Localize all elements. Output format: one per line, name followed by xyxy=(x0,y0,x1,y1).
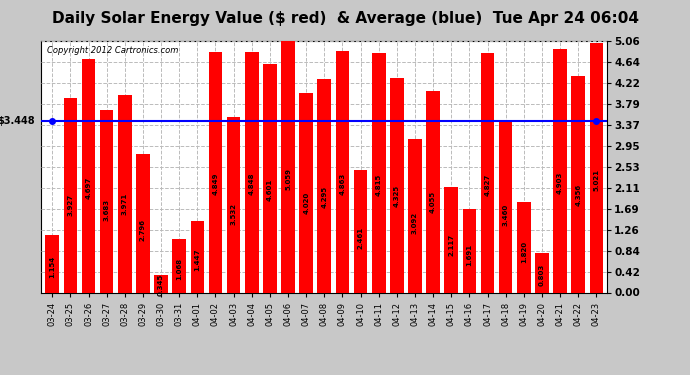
Text: 4.815: 4.815 xyxy=(375,174,382,196)
Text: 2.461: 2.461 xyxy=(357,226,364,249)
Text: 4.055: 4.055 xyxy=(430,191,436,213)
Text: 4.601: 4.601 xyxy=(267,178,273,201)
Text: 2.117: 2.117 xyxy=(448,234,454,256)
Bar xyxy=(335,51,349,292)
Text: 0.803: 0.803 xyxy=(539,263,545,286)
Bar xyxy=(245,52,259,292)
Bar xyxy=(372,53,386,292)
Text: 3.092: 3.092 xyxy=(412,212,418,234)
Bar xyxy=(136,154,150,292)
Bar xyxy=(535,253,549,292)
Text: 4.020: 4.020 xyxy=(303,192,309,214)
Bar xyxy=(390,78,404,292)
Text: 3.927: 3.927 xyxy=(68,194,73,216)
Bar xyxy=(63,98,77,292)
Bar xyxy=(172,240,186,292)
Bar xyxy=(208,52,222,292)
Bar xyxy=(46,235,59,292)
Text: 4.295: 4.295 xyxy=(322,186,327,208)
Bar xyxy=(499,121,513,292)
Text: $3.448: $3.448 xyxy=(0,116,34,126)
Text: 2.796: 2.796 xyxy=(140,219,146,241)
Text: 0.345: 0.345 xyxy=(158,274,164,296)
Text: 1.691: 1.691 xyxy=(466,244,473,266)
Bar xyxy=(462,209,476,292)
Text: 4.325: 4.325 xyxy=(394,185,400,207)
Text: 3.460: 3.460 xyxy=(502,204,509,226)
Text: 5.021: 5.021 xyxy=(593,169,600,191)
Bar xyxy=(444,188,458,292)
Text: 1.447: 1.447 xyxy=(195,249,200,272)
Bar xyxy=(263,64,277,292)
Bar xyxy=(553,49,567,292)
Bar xyxy=(354,170,367,292)
Bar xyxy=(282,41,295,292)
Text: 4.697: 4.697 xyxy=(86,176,92,199)
Text: 5.059: 5.059 xyxy=(285,168,291,190)
Text: 1.820: 1.820 xyxy=(521,241,526,263)
Text: 4.863: 4.863 xyxy=(339,173,346,195)
Text: Daily Solar Energy Value ($ red)  & Average (blue)  Tue Apr 24 06:04: Daily Solar Energy Value ($ red) & Avera… xyxy=(52,11,638,26)
Text: 4.827: 4.827 xyxy=(484,174,491,196)
Bar xyxy=(426,91,440,292)
Bar xyxy=(317,79,331,292)
Bar xyxy=(227,117,240,292)
Text: 4.903: 4.903 xyxy=(557,172,563,194)
Bar xyxy=(190,220,204,292)
Text: 3.683: 3.683 xyxy=(104,199,110,221)
Text: 3.971: 3.971 xyxy=(122,193,128,215)
Bar xyxy=(155,275,168,292)
Bar xyxy=(100,110,113,292)
Bar xyxy=(571,76,585,292)
Bar xyxy=(81,59,95,292)
Text: 1.068: 1.068 xyxy=(176,258,182,280)
Text: 4.849: 4.849 xyxy=(213,173,219,195)
Text: 3.532: 3.532 xyxy=(230,202,237,225)
Bar xyxy=(517,202,531,292)
Bar xyxy=(299,93,313,292)
Bar xyxy=(118,95,132,292)
Bar xyxy=(589,43,603,292)
Text: Copyright 2012 Cartronics.com: Copyright 2012 Cartronics.com xyxy=(47,46,179,55)
Text: 1.154: 1.154 xyxy=(49,256,55,278)
Text: 4.848: 4.848 xyxy=(249,173,255,195)
Text: 4.356: 4.356 xyxy=(575,184,581,206)
Bar xyxy=(408,139,422,292)
Bar xyxy=(481,53,494,292)
